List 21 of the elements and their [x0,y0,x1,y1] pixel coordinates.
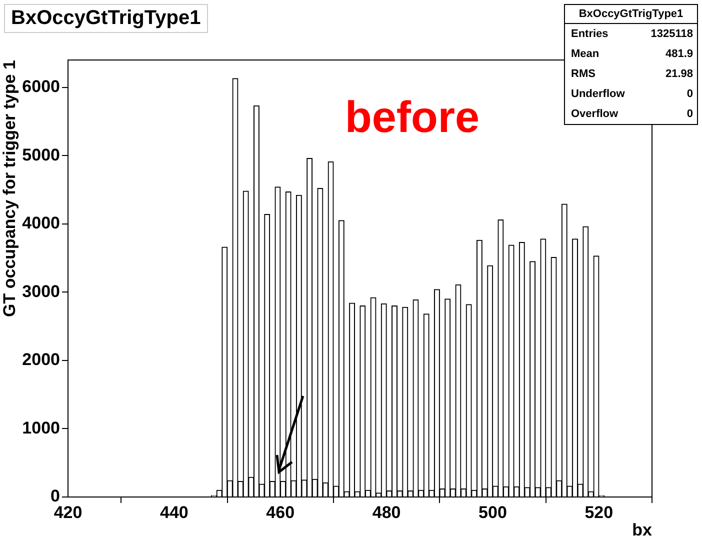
y-axis-title: GT occupancy for trigger type 1 [0,60,19,317]
text: Overflow 0 [571,108,693,120]
y-tick-label: 3000 [22,282,60,301]
x-tick-label: 500 [478,502,507,522]
annotation: before [345,93,480,142]
x-axis-title: bx [632,520,653,540]
y-tick-label: 4000 [22,214,60,233]
text: Mean 481.9 [571,48,693,60]
text: RMS 21.98 [571,68,693,80]
x-tick-label: 460 [266,502,295,522]
chart-title: BxOccyGtTrigType1 [4,4,208,33]
text: Entries 1325118 [571,28,693,40]
y-tick-label: 6000 [22,77,60,96]
x-tick-label: 520 [584,502,614,522]
y-tick-label: 5000 [22,145,60,164]
x-tick-label: 440 [160,502,188,522]
x-tick-label: 480 [372,502,401,522]
y-tick-label: 1000 [22,418,60,438]
text: Underflow 0 [571,88,693,100]
text: BxOccyGtTrigType1 [565,5,697,24]
y-tick-label: 2000 [22,350,60,370]
